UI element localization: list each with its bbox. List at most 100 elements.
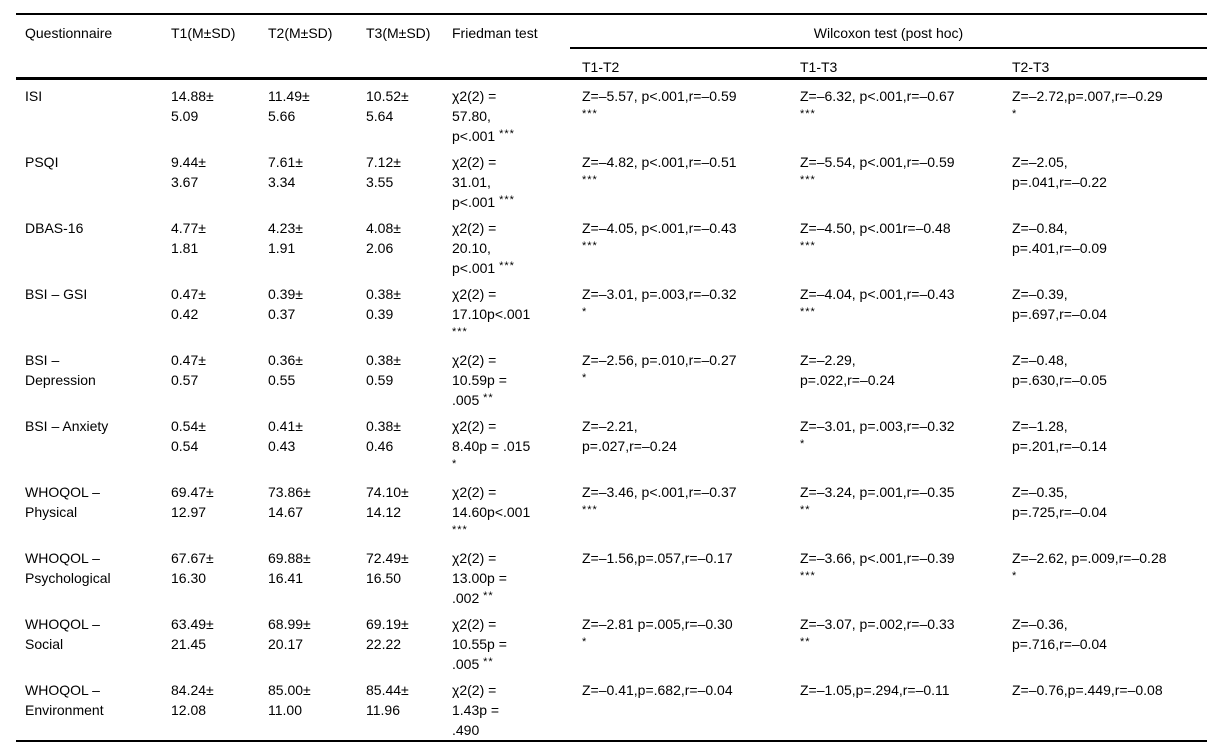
t1-mean-sd-cell: 0.47± 0.57 xyxy=(171,352,206,388)
t1-mean-sd-cell: 69.47± 12.97 xyxy=(171,484,214,520)
results-table-body: ISI 14.88± 5.09 11.49± 5.66 10.52± 5.64 χ2(2) =… xyxy=(16,77,1207,742)
friedman-test-cell: χ2(2) = 8.40p = .015 * xyxy=(452,418,531,470)
results-table-container: Questionnaire T1(M±SD) T2(M±SD) T3(M±SD)… xyxy=(16,13,1207,742)
t2-mean-sd-cell: 0.41± 0.43 xyxy=(268,418,303,454)
table-row: WHOQOL – Psychological 67.67± 16.30 69.88± 16… xyxy=(16,542,1207,608)
table-row: WHOQOL – Environment 84.24± 12.08 85.00± 11.0… xyxy=(16,674,1207,741)
wilcoxon-t2-t3-cell: Z=–2.62, p=.009,r=–0.28 * xyxy=(1012,550,1167,582)
wilcoxon-t1-t3-cell: Z=–2.29, p=.022,r=–0.24 xyxy=(800,352,895,388)
t2-mean-sd-cell: 7.61± 3.34 xyxy=(268,154,303,190)
table-row: ISI 14.88± 5.09 11.49± 5.66 10.52± 5.64 χ2(2) =… xyxy=(16,77,1207,146)
wilcoxon-t1-t3-cell: Z=–4.50, p<.001r=–0.48 *** xyxy=(800,220,951,252)
wilcoxon-t1-t2-cell: Z=–1.56,p=.057,r=–0.17 xyxy=(582,550,733,566)
t2-mean-sd-cell: 0.36± 0.55 xyxy=(268,352,303,388)
wilcoxon-t1-t3-cell: Z=–3.66, p<.001,r=–0.39 *** xyxy=(800,550,955,582)
friedman-test-cell: χ2(2) = 13.00p = .002 ** xyxy=(452,550,507,606)
col-header-questionnaire: Questionnaire xyxy=(25,25,113,41)
wilcoxon-t2-t3-cell: Z=–0.76,p=.449,r=–0.08 xyxy=(1012,682,1163,698)
t3-mean-sd-cell: 0.38± 0.46 xyxy=(366,418,401,454)
table-row: PSQI 9.44± 3.67 7.61± 3.34 7.12± 3.55 χ2(2) = 31… xyxy=(16,146,1207,212)
questionnaire-cell: ISI xyxy=(16,77,165,146)
wilcoxon-t1-t2-cell: Z=–0.41,p=.682,r=–0.04 xyxy=(582,682,733,698)
wilcoxon-t1-t2-cell: Z=–2.81 p=.005,r=–0.30 * xyxy=(582,616,733,648)
col-header-t1-t2: T1-T2 xyxy=(582,59,620,75)
questionnaire-cell: PSQI xyxy=(25,154,59,170)
wilcoxon-t1-t2-cell: Z=–2.56, p=.010,r=–0.27 * xyxy=(582,352,737,384)
table-row: BSI – GSI 0.47± 0.42 0.39± 0.37 0.38± 0.39 χ2(2… xyxy=(16,278,1207,344)
t1-mean-sd-cell: 14.88± 5.09 xyxy=(165,77,262,146)
wilcoxon-t1-t3-cell: Z=–3.24, p=.001,r=–0.35 ** xyxy=(800,484,955,516)
t1-mean-sd-cell: 9.44± 3.67 xyxy=(171,154,206,190)
wilcoxon-t1-t2-cell: Z=–3.01, p=.003,r=–0.32 * xyxy=(582,286,737,318)
wilcoxon-t2-t3-cell: Z=–2.05, p=.041,r=–0.22 xyxy=(1012,154,1107,190)
wilcoxon-t1-t2-cell: Z=–4.05, p<.001,r=–0.43 *** xyxy=(582,220,737,252)
table-row: WHOQOL – Social 63.49± 21.45 68.99± 20.17 69.1… xyxy=(16,608,1207,674)
t3-mean-sd-cell: 0.38± 0.59 xyxy=(366,352,401,388)
wilcoxon-t1-t2-cell: Z=–5.57, p<.001,r=–0.59 *** xyxy=(570,77,788,146)
wilcoxon-t1-t2-cell: Z=–2.21, p=.027,r=–0.24 xyxy=(582,418,677,454)
col-header-t2-t3: T2-T3 xyxy=(1012,59,1050,75)
t3-mean-sd-cell: 10.52± 5.64 xyxy=(360,77,446,146)
col-header-friedman: Friedman test xyxy=(452,25,538,41)
table-row: DBAS-16 4.77± 1.81 4.23± 1.91 4.08± 2.06 χ2(2) … xyxy=(16,212,1207,278)
t2-mean-sd-cell: 73.86± 14.67 xyxy=(268,484,311,520)
t2-mean-sd-cell: 11.49± 5.66 xyxy=(262,77,360,146)
col-header-t2: T2(M±SD) xyxy=(268,25,333,41)
t2-mean-sd-cell: 69.88± 16.41 xyxy=(268,550,311,586)
t2-mean-sd-cell: 0.39± 0.37 xyxy=(268,286,303,322)
t1-mean-sd-cell: 63.49± 21.45 xyxy=(171,616,214,652)
questionnaire-cell: WHOQOL – Environment xyxy=(25,682,104,718)
t3-mean-sd-cell: 69.19± 22.22 xyxy=(366,616,409,652)
wilcoxon-t1-t3-cell: Z=–4.04, p<.001,r=–0.43 *** xyxy=(800,286,955,318)
friedman-test-cell: χ2(2) = 57.80, p<.001 *** xyxy=(446,77,570,146)
wilcoxon-t2-t3-cell: Z=–0.84, p=.401,r=–0.09 xyxy=(1012,220,1107,256)
wilcoxon-t1-t3-cell: Z=–3.01, p=.003,r=–0.32 * xyxy=(800,418,955,450)
t3-mean-sd-cell: 4.08± 2.06 xyxy=(366,220,401,256)
table-row: WHOQOL – Physical 69.47± 12.97 73.86± 14.67 74… xyxy=(16,476,1207,542)
t1-mean-sd-cell: 4.77± 1.81 xyxy=(171,220,206,256)
t3-mean-sd-cell: 7.12± 3.55 xyxy=(366,154,401,190)
wilcoxon-t1-t2-cell: Z=–3.46, p<.001,r=–0.37 *** xyxy=(582,484,737,516)
wilcoxon-t1-t3-cell: Z=–5.54, p<.001,r=–0.59 *** xyxy=(800,154,955,186)
questionnaire-cell: WHOQOL – Psychological xyxy=(25,550,111,586)
t1-mean-sd-cell: 0.54± 0.54 xyxy=(171,418,206,454)
questionnaire-cell: WHOQOL – Social xyxy=(25,616,100,652)
t2-mean-sd-cell: 68.99± 20.17 xyxy=(268,616,311,652)
wilcoxon-t2-t3-cell: Z=–1.28, p=.201,r=–0.14 xyxy=(1012,418,1107,454)
t1-mean-sd-cell: 84.24± 12.08 xyxy=(171,682,214,718)
wilcoxon-t2-t3-cell: Z=–0.39, p=.697,r=–0.04 xyxy=(1012,286,1107,322)
col-header-wilcoxon-group: Wilcoxon test (post hoc) xyxy=(570,14,1207,49)
wilcoxon-t2-t3-cell: Z=–0.48, p=.630,r=–0.05 xyxy=(1012,352,1107,388)
questionnaire-cell: WHOQOL – Physical xyxy=(25,484,100,520)
t2-mean-sd-cell: 4.23± 1.91 xyxy=(268,220,303,256)
col-header-t1-t3: T1-T3 xyxy=(800,59,838,75)
friedman-test-cell: χ2(2) = 1.43p = .490 xyxy=(452,682,500,738)
friedman-test-cell: χ2(2) = 10.59p = .005 ** xyxy=(452,352,507,408)
t3-mean-sd-cell: 85.44± 11.96 xyxy=(366,682,409,718)
t3-mean-sd-cell: 72.49± 16.50 xyxy=(366,550,409,586)
t1-mean-sd-cell: 67.67± 16.30 xyxy=(171,550,214,586)
col-header-t3: T3(M±SD) xyxy=(366,25,431,41)
friedman-test-cell: χ2(2) = 14.60p<.001 *** xyxy=(452,484,531,536)
t3-mean-sd-cell: 0.38± 0.39 xyxy=(366,286,401,322)
t3-mean-sd-cell: 74.10± 14.12 xyxy=(366,484,409,520)
table-row: BSI – Anxiety 0.54± 0.54 0.41± 0.43 0.38± 0.46… xyxy=(16,410,1207,476)
results-table: Questionnaire T1(M±SD) T2(M±SD) T3(M±SD)… xyxy=(16,13,1207,742)
friedman-test-cell: χ2(2) = 31.01, p<.001 *** xyxy=(452,154,515,210)
questionnaire-cell: BSI – GSI xyxy=(25,286,88,302)
questionnaire-cell: BSI – Depression xyxy=(25,352,96,388)
friedman-test-cell: χ2(2) = 10.55p = .005 ** xyxy=(452,616,507,672)
questionnaire-cell: BSI – Anxiety xyxy=(25,418,109,434)
table-row: BSI – Depression 0.47± 0.57 0.36± 0.55 0.38± 0.… xyxy=(16,344,1207,410)
wilcoxon-t1-t3-cell: Z=–3.07, p=.002,r=–0.33 ** xyxy=(800,616,955,648)
wilcoxon-t1-t3-cell: Z=–6.32, p<.001,r=–0.67 *** xyxy=(788,77,1000,146)
col-header-t1: T1(M±SD) xyxy=(171,25,236,41)
wilcoxon-t1-t2-cell: Z=–4.82, p<.001,r=–0.51 *** xyxy=(582,154,737,186)
friedman-test-cell: χ2(2) = 17.10p<.001 *** xyxy=(452,286,531,338)
t2-mean-sd-cell: 85.00± 11.00 xyxy=(268,682,311,718)
questionnaire-cell: DBAS-16 xyxy=(25,220,84,236)
header-row-sub: T1-T2 T1-T3 T2-T3 xyxy=(16,48,1207,79)
header-row-main: Questionnaire T1(M±SD) T2(M±SD) T3(M±SD)… xyxy=(16,14,1207,49)
friedman-test-cell: χ2(2) = 20.10, p<.001 *** xyxy=(452,220,515,276)
